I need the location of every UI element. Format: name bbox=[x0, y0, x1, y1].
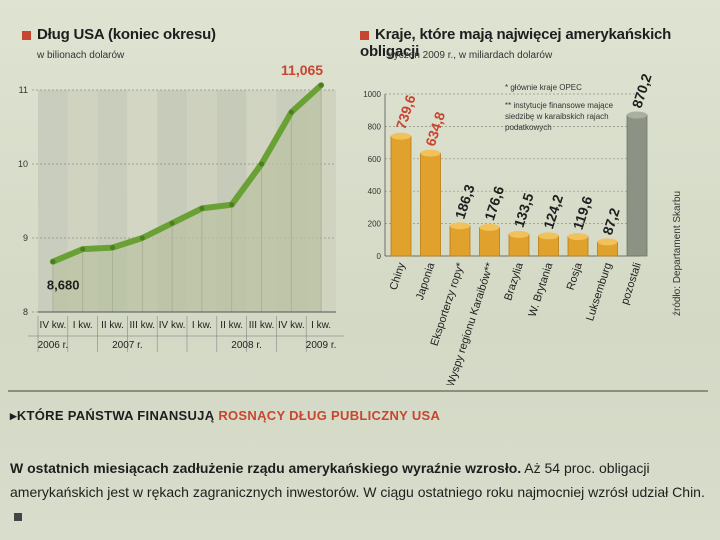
source-note: źródło: Departament Skarbu bbox=[672, 190, 683, 316]
category-label: Luksemburg bbox=[584, 261, 614, 322]
value-label: 124,2 bbox=[540, 192, 566, 230]
bar bbox=[479, 226, 500, 257]
footnote-caribbean: ** instytucje finansowe mające bbox=[505, 101, 614, 110]
bar-cap bbox=[627, 111, 647, 119]
x-tick-label: I kw. bbox=[192, 320, 212, 331]
y-tick-label: 9 bbox=[23, 233, 28, 243]
bar-cap bbox=[509, 230, 529, 238]
data-point bbox=[50, 259, 56, 265]
value-label: 133,5 bbox=[511, 191, 537, 229]
data-point bbox=[288, 109, 294, 115]
data-point bbox=[229, 202, 235, 208]
x-tick-label: I kw. bbox=[311, 320, 331, 331]
x-tick-label: III kw. bbox=[249, 320, 275, 331]
x-tick-label: IV kw. bbox=[159, 320, 186, 331]
headline-part1: KTÓRE PAŃSTWA FINANSUJĄ bbox=[16, 408, 215, 423]
section-divider bbox=[8, 390, 708, 392]
y-tick-label: 1000 bbox=[363, 90, 381, 99]
category-label: pozostali bbox=[619, 261, 644, 306]
title-square-icon bbox=[360, 30, 369, 40]
data-point bbox=[110, 245, 115, 251]
value-label: 634,8 bbox=[422, 110, 448, 148]
y-tick-label: 400 bbox=[368, 187, 382, 196]
bar bbox=[420, 152, 441, 257]
bar bbox=[449, 225, 471, 257]
y-tick-label: 8 bbox=[23, 307, 28, 317]
article-headline: ▸KTÓRE PAŃSTWA FINANSUJĄ ROSNĄCY DŁUG PU… bbox=[10, 408, 440, 424]
bar bbox=[626, 114, 648, 257]
data-point bbox=[139, 235, 145, 241]
year-label: 2007 r. bbox=[112, 340, 143, 351]
category-label: W. Brytania bbox=[527, 260, 556, 318]
y-tick-label: 800 bbox=[368, 122, 382, 131]
title-square-icon bbox=[22, 30, 31, 40]
x-tick-label: IV kw. bbox=[278, 320, 305, 331]
body-lead: W ostatnich miesiącach zadłużenie rządu … bbox=[10, 460, 522, 476]
x-tick-label: IV kw. bbox=[40, 320, 67, 331]
value-label-start: 8,680 bbox=[47, 278, 80, 293]
y-tick-label: 11 bbox=[19, 85, 28, 95]
value-label: 119,6 bbox=[570, 194, 596, 232]
y-tick-label: 10 bbox=[18, 159, 28, 169]
year-label: 2009 r. bbox=[306, 340, 337, 351]
bar-cap bbox=[597, 238, 618, 246]
y-tick-label: 600 bbox=[368, 155, 382, 164]
bar-cap bbox=[568, 233, 588, 241]
data-point bbox=[259, 161, 264, 167]
left-chart-title: Dług USA (koniec okresu) bbox=[22, 26, 216, 43]
value-label: 870,2 bbox=[629, 71, 655, 109]
value-label-end: 11,065 bbox=[281, 62, 323, 78]
value-label: 176,6 bbox=[481, 184, 507, 222]
bar-cap bbox=[391, 132, 411, 140]
headline-bullet-icon: ▸ bbox=[10, 408, 17, 423]
category-label: Chiny bbox=[388, 261, 408, 292]
bar-cap bbox=[420, 149, 441, 157]
bonds-bar-chart: 0 200 400 600 800 1000 * głównie kraje OPEC ** … bbox=[363, 71, 655, 385]
y-tick-label: 200 bbox=[368, 220, 382, 229]
body-rest: Aż 54 proc. obligacji amerykańskich jest… bbox=[10, 460, 705, 500]
bar bbox=[390, 135, 412, 257]
data-point bbox=[169, 220, 175, 226]
debt-area bbox=[52, 85, 322, 312]
headline-part2: ROSNĄCY DŁUG PUBLICZNY USA bbox=[218, 408, 441, 423]
y-tick-label: 0 bbox=[377, 252, 382, 261]
category-label: Japonia bbox=[414, 260, 438, 301]
bar-cap bbox=[450, 222, 470, 230]
value-label: 186,3 bbox=[452, 182, 478, 220]
end-mark-icon bbox=[14, 513, 22, 522]
article-body: W ostatnich miesiącach zadłużenie rządu … bbox=[10, 456, 710, 528]
value-label: 739,6 bbox=[393, 93, 419, 131]
x-tick-label: I kw. bbox=[73, 320, 93, 331]
category-label: Brazylia bbox=[502, 260, 526, 302]
bar-cap bbox=[538, 232, 559, 240]
year-label: 2008 r. bbox=[231, 340, 262, 351]
debt-area-chart: 8 9 10 11 8,680 11,065 IV kw. I kw. II kw. III kw… bbox=[18, 62, 344, 352]
year-label: 2006 r. bbox=[38, 340, 69, 351]
value-label: 87,2 bbox=[599, 206, 623, 237]
x-tick-label: II kw. bbox=[220, 320, 243, 331]
x-tick-label: III kw. bbox=[130, 320, 156, 331]
right-chart-subtitle: styczeń 2009 r., w miliardach dolarów bbox=[386, 50, 553, 61]
footnote-caribbean: podatkowych bbox=[505, 123, 552, 132]
data-point bbox=[80, 246, 86, 252]
data-point bbox=[199, 205, 205, 211]
footnote-opec: * głównie kraje OPEC bbox=[505, 83, 582, 92]
category-label: Rosja bbox=[565, 260, 585, 291]
right-chart-title: Kraje, które mają najwięcej amerykańskic… bbox=[360, 26, 672, 60]
x-tick-label: II kw. bbox=[101, 320, 124, 331]
data-point bbox=[318, 82, 324, 88]
left-chart-subtitle: w bilionach dolarów bbox=[37, 50, 125, 61]
bar-cap bbox=[479, 223, 500, 231]
debt-line bbox=[49, 82, 325, 265]
footnote-caribbean: siedzibę w karaibskich rajach bbox=[505, 112, 609, 121]
